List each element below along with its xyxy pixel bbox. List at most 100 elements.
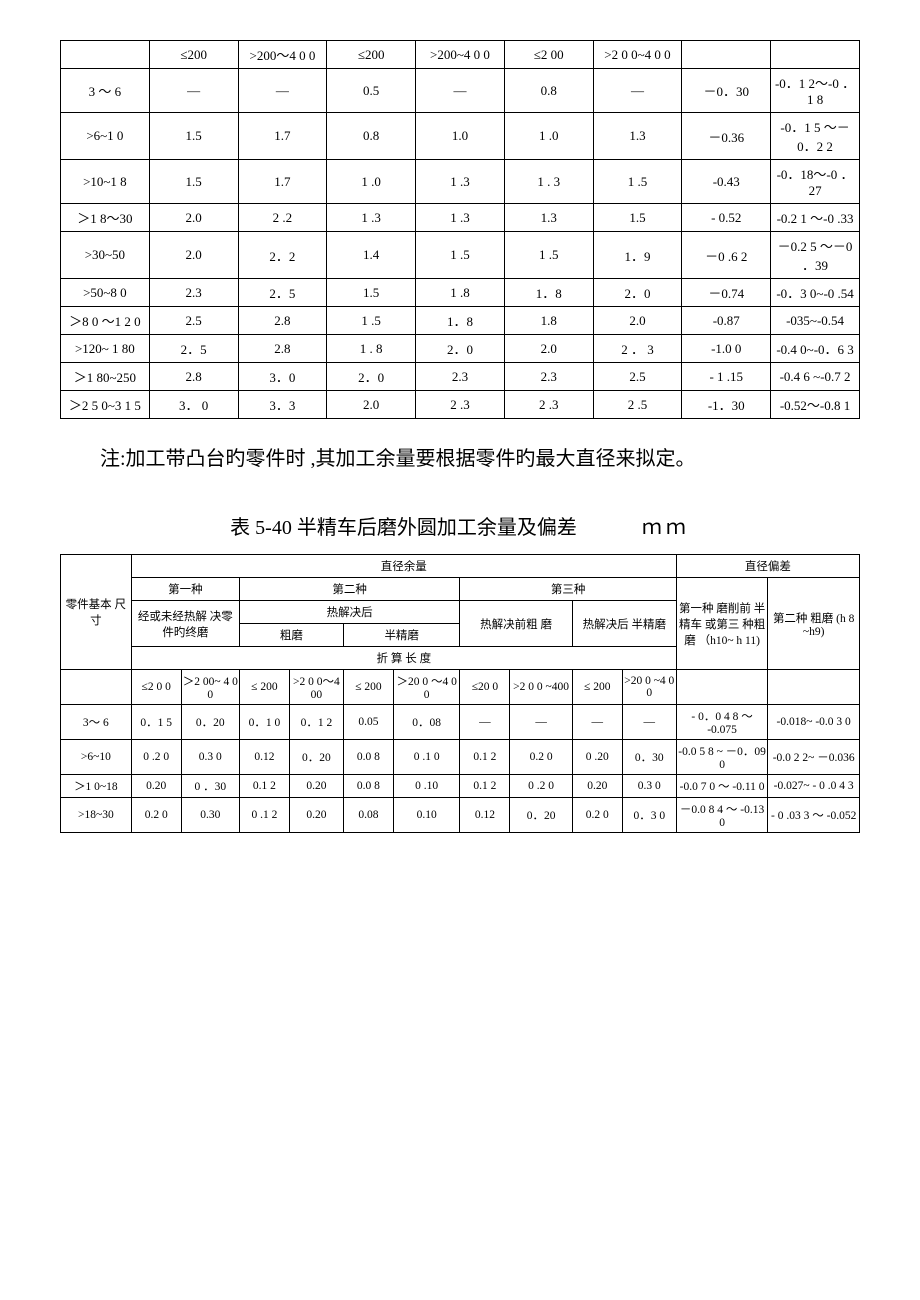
table-row: 第一种 第二种 第三种 第一种 磨削前 半精车 或第三 种粗磨 （h10~ h …	[61, 578, 860, 601]
cell: 第一种	[131, 578, 239, 601]
cell: 0．08	[393, 705, 460, 740]
cell	[676, 670, 768, 705]
table2-title: 表 5-40 半精车后磨外圆加工余量及偏差 ｍｍ	[60, 511, 860, 540]
cell: 1.3	[593, 113, 682, 160]
cell: >200～4 0 0	[238, 41, 327, 69]
cell: -0.0 5 8 ~ －0．09 0	[676, 740, 768, 775]
cell: ≤2 0 0	[131, 670, 181, 705]
cell: 1 .5	[504, 232, 593, 279]
cell: 0．1 0	[239, 705, 289, 740]
cell: -1．30	[682, 391, 771, 419]
cell: -0.0 2 2~ －0.036	[768, 740, 860, 775]
cell: ＞1 0~18	[61, 775, 132, 798]
table-row: >50~8 02.32．51.51 .81．82．0－0.74-0．3 0~-0…	[61, 279, 860, 307]
cell: 2.0	[149, 232, 238, 279]
cell	[61, 41, 150, 69]
cell	[61, 670, 132, 705]
cell: 1 . 8	[327, 335, 416, 363]
cell: 1 .8	[416, 279, 505, 307]
table-row: 3～ 60．1 50．200．1 00．1 20.050．08————- 0．0…	[61, 705, 860, 740]
table-row: >18~300.2 00.300 .1 20.200.080.100.120．2…	[61, 798, 860, 833]
cell: 1.7	[238, 113, 327, 160]
cell: 2 .3	[504, 391, 593, 419]
table-row: ＞2 5 0~3 1 53． 03．32.02 .32 .32 .5-1．30-…	[61, 391, 860, 419]
cell: －0．30	[682, 69, 771, 113]
cell: 1 .3	[327, 204, 416, 232]
cell: >6~1 0	[61, 113, 150, 160]
cell	[682, 41, 771, 69]
cell: >20 0 ~4 0 0	[622, 670, 676, 705]
note-text: 注:加工带凸台旳零件时 ,其加工余量要根据零件旳最大直径来拟定。	[60, 437, 860, 481]
cell: ＞1 80~250	[61, 363, 150, 391]
cell: 2．0	[593, 279, 682, 307]
cell: ＞20 0 ～4 0 0	[393, 670, 460, 705]
cell	[771, 41, 860, 69]
cell: >30~50	[61, 232, 150, 279]
cell: 0.12	[239, 740, 289, 775]
cell: ≤ 200	[572, 670, 622, 705]
cell: 1.5	[149, 113, 238, 160]
cell: ≤2 00	[504, 41, 593, 69]
cell: 1.4	[327, 232, 416, 279]
cell: >10~1 8	[61, 160, 150, 204]
cell: 2.0	[327, 391, 416, 419]
cell: 直径偏差	[676, 555, 859, 578]
cell: 2.8	[238, 335, 327, 363]
cell: 0.20	[131, 775, 181, 798]
cell: 0.8	[327, 113, 416, 160]
cell: 2.5	[149, 307, 238, 335]
cell: 0.2 0	[572, 798, 622, 833]
cell: —	[593, 69, 682, 113]
cell: 1 .5	[593, 160, 682, 204]
cell: 1 .3	[416, 160, 505, 204]
cell: -0.4 0~-0．6 3	[771, 335, 860, 363]
cell: 1.7	[238, 160, 327, 204]
cell: 第一种 磨削前 半精车 或第三 种粗磨 （h10~ h 11)	[676, 578, 768, 670]
table-row: >30~502.02．21.41 .51 .51．9－0 .6 2－0.2 5 …	[61, 232, 860, 279]
cell: －0 .6 2	[682, 232, 771, 279]
cell: —	[622, 705, 676, 740]
cell: 1.5	[593, 204, 682, 232]
table-row: ＞8 0 ～1 2 02.52.81 .51．81.82.0-0.87-035~…	[61, 307, 860, 335]
cell: 1.5	[327, 279, 416, 307]
cell: -0.018~ -0.0 3 0	[768, 705, 860, 740]
cell: -1.0 0	[682, 335, 771, 363]
cell: 3．3	[238, 391, 327, 419]
cell: 半精磨	[343, 624, 460, 647]
cell: 0.30	[181, 798, 239, 833]
table-row: >10~1 81.51.71 .01 .31 . 31 .5-0.43-0．18…	[61, 160, 860, 204]
cell: >2 0 0~4 0 0	[593, 41, 682, 69]
cell: 0.20	[289, 798, 343, 833]
cell: 粗磨	[239, 624, 343, 647]
cell: - 0.52	[682, 204, 771, 232]
cell: —	[149, 69, 238, 113]
cell: 0.08	[343, 798, 393, 833]
cell: 0．20	[289, 740, 343, 775]
cell: 经或未经热解 决零件旳终磨	[131, 601, 239, 647]
cell: 第二种 粗磨 (h 8 ~h9)	[768, 578, 860, 670]
cell: ≤20 0	[460, 670, 510, 705]
cell: 第二种	[239, 578, 460, 601]
cell: >200~4 0 0	[416, 41, 505, 69]
cell: ≤ 200	[239, 670, 289, 705]
cell: >50~8 0	[61, 279, 150, 307]
cell: 3 ～ 6	[61, 69, 150, 113]
cell: 0.2 0	[131, 798, 181, 833]
cell: 0．20	[181, 705, 239, 740]
cell: 2 .3	[416, 391, 505, 419]
cell: -0.0 7 0 ～ -0.11 0	[676, 775, 768, 798]
cell: 0.20	[289, 775, 343, 798]
cell: - 0 .03 3 ～ -0.052	[768, 798, 860, 833]
cell: 1 .5	[416, 232, 505, 279]
cell: >6~10	[61, 740, 132, 775]
table-row: >6~100 .2 00.3 00.120．200.0 80 .1 00.1 2…	[61, 740, 860, 775]
cell: 0．20	[510, 798, 572, 833]
cell: －0.2 5 ～－0 ．39	[771, 232, 860, 279]
cell: 0.2 0	[510, 740, 572, 775]
cell: ≤ 200	[343, 670, 393, 705]
cell: -0．18～-0 ．27	[771, 160, 860, 204]
cell: 0.1 2	[460, 740, 510, 775]
cell: 0.20	[572, 775, 622, 798]
cell: 2.3	[149, 279, 238, 307]
cell: -0．1 2～-0 ．1 8	[771, 69, 860, 113]
